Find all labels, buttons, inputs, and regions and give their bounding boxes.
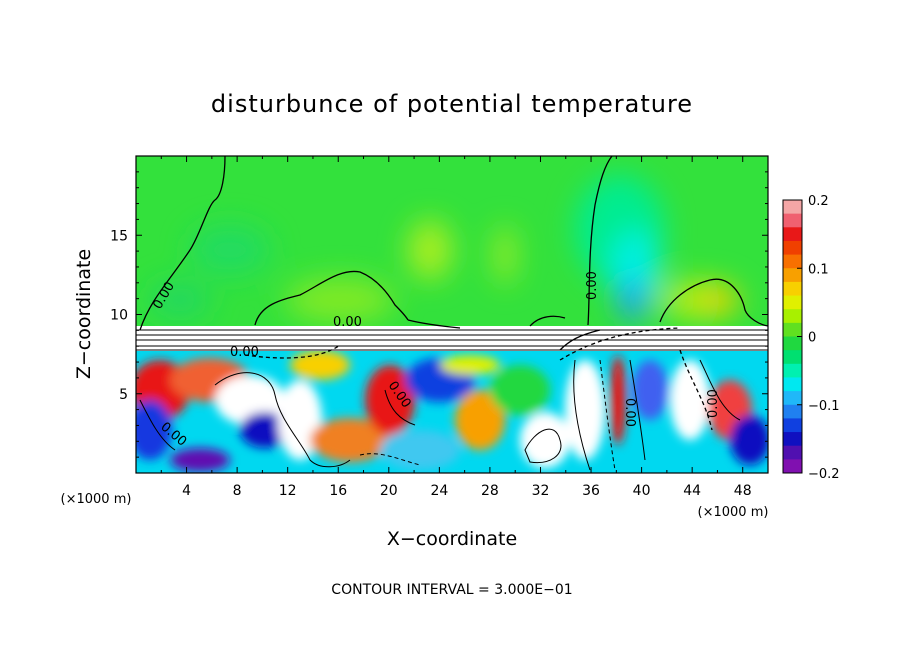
contour-label: 0.00 [585,271,600,300]
x-axis-label: X−coordinate [387,528,517,550]
colorbar-swatch [783,254,802,269]
colorbar-swatch [783,445,802,460]
colorbar-swatch [783,418,802,433]
colorbar-swatch [783,350,802,365]
contour-label: 0.00 [706,389,721,418]
colorbar-swatch [783,377,802,392]
colorbar-swatch [783,240,802,256]
x-axis-unit-right: (×1000 m) [698,505,769,520]
x-tick-label: 4 [182,483,191,499]
colorbar-ticks: 0.2 0.1 0 −0.1 −0.2 [797,194,840,482]
y-tick-label: 10 [110,308,128,324]
colorbar-swatch [783,336,802,351]
colorbar-swatch [783,309,802,324]
contour-lines [139,156,768,431]
y-axis-ticks: 5 10 15 [110,171,768,458]
chart-title: disturbunce of potential temperature [211,90,693,118]
colorbar-swatch [783,363,802,378]
colorbar-swatch [783,200,802,215]
colorbar-swatch [783,459,802,474]
inversion-band [136,326,768,351]
y-axis-label: Z−coordinate [73,249,95,379]
contour-label: 0.00 [333,315,362,330]
lower-field [136,350,768,473]
x-axis-unit-left: (×1000 m) [61,492,132,507]
contour-label: 0.00 [230,345,259,360]
x-tick-label: 32 [532,483,550,499]
colorbar-tick-label: 0.2 [808,194,829,209]
x-axis-ticks: 4 8 12 16 20 24 28 32 36 40 44 48 [160,156,752,499]
colorbar-swatch [783,404,802,419]
x-tick-label: 12 [279,483,297,499]
lower-contours [139,359,741,471]
upper-field-blobs [150,175,740,322]
x-tick-label: 44 [683,483,701,499]
x-tick-label: 48 [734,483,752,499]
heatmap-field: 0.00 0.00 0.00 0.00 0.00 0.00 0.00 0.00 [136,156,768,473]
y-tick-label: 15 [110,228,128,244]
x-tick-label: 36 [582,483,600,499]
colorbar-swatch [783,213,802,228]
colorbar-tick-label: −0.2 [808,467,840,482]
colorbar-swatch [783,391,802,406]
x-tick-label: 28 [481,483,499,499]
colorbar-swatch [783,295,802,310]
contour-interval-footer: CONTOUR INTERVAL = 3.000E−01 [331,582,572,598]
colorbar-tick-label: 0.1 [808,262,829,277]
colorbar-tick-label: 0 [808,331,816,346]
x-tick-label: 40 [633,483,651,499]
colorbar-swatch [783,227,802,242]
colorbar-swatch [783,281,802,297]
x-tick-label: 8 [233,483,242,499]
colorbar-swatch [783,322,802,337]
colorbar-swatch [783,432,802,447]
x-tick-label: 24 [430,483,448,499]
y-tick-label: 5 [119,387,128,403]
x-tick-label: 16 [329,483,347,499]
x-tick-label: 20 [380,483,398,499]
colorbar-tick-label: −0.1 [808,399,840,414]
colorbar [783,200,802,474]
colorbar-swatch [783,268,802,283]
contour-label: 0.00 [622,398,637,427]
